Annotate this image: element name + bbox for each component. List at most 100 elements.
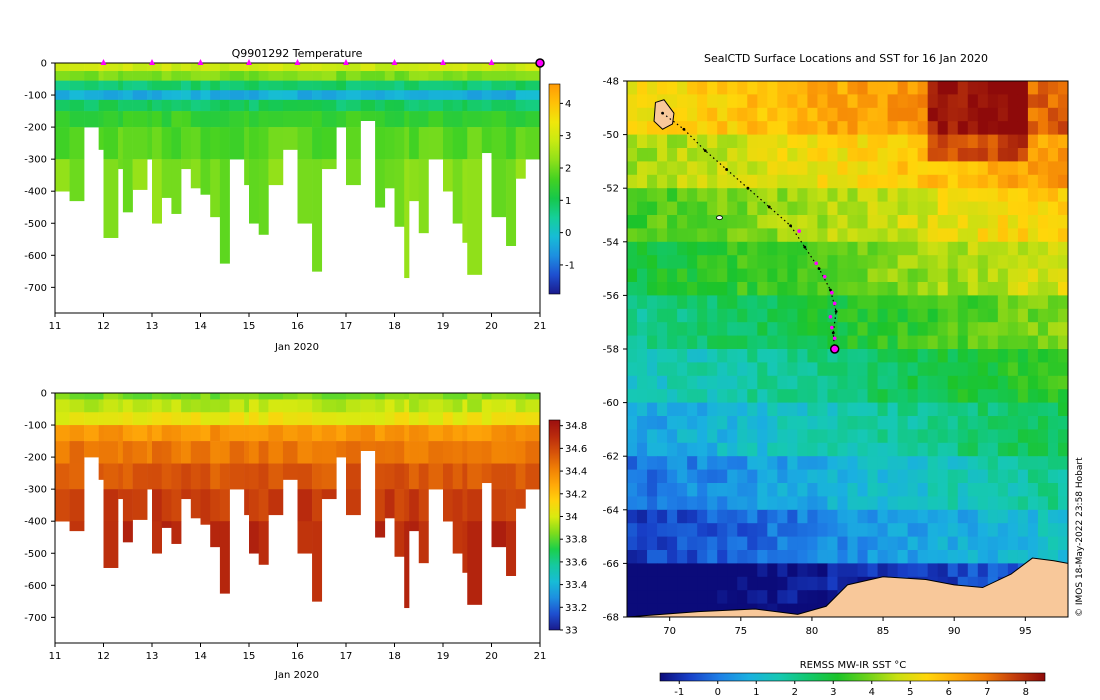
temperature-cell [171, 63, 182, 72]
sst-cell [787, 282, 798, 296]
salinity-cell [219, 521, 230, 594]
sst-cell [777, 94, 788, 109]
temperature-cell [452, 99, 463, 112]
sst-cell [807, 282, 819, 296]
sst-cell [737, 121, 748, 136]
sst-cell [697, 375, 708, 390]
sst-cell [1017, 402, 1029, 417]
salinity-cell [190, 489, 201, 519]
temperature-cell [384, 80, 395, 91]
sst-cell [1007, 335, 1019, 350]
sst-cell [897, 295, 909, 310]
sst-cell [867, 429, 879, 444]
sst-cell [1057, 148, 1068, 162]
salinity-cell [452, 393, 463, 400]
salinity-cell [467, 412, 483, 426]
sst-cell [1037, 188, 1049, 203]
salinity-cell [491, 463, 507, 490]
lat-tick-label: -66 [603, 559, 619, 570]
salinity-cell [122, 393, 133, 400]
sst-colorbar-tick-label: 8 [1023, 687, 1029, 698]
sst-cell [707, 215, 718, 229]
sst-cell [1047, 523, 1059, 538]
lat-tick-label: -60 [603, 398, 619, 409]
temperature-cell [462, 71, 468, 81]
salinity-cell [346, 393, 361, 400]
sst-cell [847, 509, 859, 524]
sst-cell [917, 442, 929, 457]
sst-cell [757, 416, 768, 430]
sst-cell [897, 362, 909, 377]
profile-location [822, 274, 827, 279]
salinity-cell [443, 441, 453, 464]
salinity-cell [462, 412, 468, 426]
temperature-cell [249, 99, 259, 112]
sst-cell [1037, 496, 1049, 511]
sst-cell [967, 335, 979, 350]
sst-cell [867, 349, 879, 363]
temperature-cell [258, 63, 269, 72]
salinity-cell [249, 521, 259, 554]
salinity-cell [181, 441, 192, 464]
sst-cell [757, 523, 768, 538]
sst-cell [887, 201, 899, 216]
sst-cell [707, 94, 718, 109]
sst-cell [807, 81, 819, 95]
salinity-cell [467, 489, 483, 522]
imos-credit: © IMOS 18-May-2022 23:58 Hobart [1075, 457, 1085, 617]
temperature-cell [428, 127, 444, 160]
sst-cell [847, 349, 859, 363]
temperature-cell [219, 63, 230, 72]
sst-cell [627, 81, 638, 95]
sst-cell [947, 268, 959, 283]
temperature-cell [452, 159, 463, 224]
y-tick-label: 0 [41, 389, 47, 400]
sst-cell [797, 295, 809, 310]
sst-cell [957, 228, 969, 243]
sst-cell [877, 241, 889, 256]
colorbar-tick-label: 33 [565, 626, 578, 637]
temperature-cell [132, 80, 148, 91]
salinity-cell [312, 425, 323, 442]
sst-cell [717, 375, 728, 390]
salinity-cell [161, 463, 172, 490]
salinity-cell [229, 425, 245, 442]
sst-cell [917, 241, 929, 256]
sst-cell [827, 590, 839, 605]
sst-cell [747, 429, 758, 444]
temperature-cell [515, 111, 526, 128]
sst-cell [647, 215, 658, 229]
temperature-plot-area [55, 63, 540, 279]
salinity-cell [161, 399, 172, 413]
sst-cell [627, 416, 638, 430]
temperature-cell [268, 99, 284, 112]
sst-cell [707, 268, 718, 283]
sst-cell [767, 429, 778, 444]
sst-cell [947, 161, 959, 176]
sst-cell [787, 416, 798, 430]
salinity-cell [409, 425, 420, 442]
sst-cell [677, 496, 688, 511]
sst-cell [727, 161, 738, 176]
lon-tick-label: 75 [734, 626, 747, 637]
temperature-cell [219, 71, 230, 81]
sst-cell [627, 134, 638, 149]
sst-cell [647, 483, 658, 497]
salinity-cell [346, 412, 361, 426]
sst-cell [707, 228, 718, 243]
sst-cell [877, 335, 889, 350]
sst-cell [887, 322, 899, 337]
sst-cell [827, 94, 839, 109]
temperature-cell [336, 90, 347, 101]
salinity-cell [249, 441, 259, 464]
sst-cell [877, 402, 889, 417]
salinity-cell [258, 425, 269, 442]
sst-cell [867, 550, 879, 564]
sst-cell [997, 416, 1009, 430]
sst-cell [777, 295, 788, 310]
sst-cell [807, 322, 819, 337]
temperature-cell [481, 80, 492, 91]
sst-cell [757, 215, 768, 229]
sst-cell [837, 161, 849, 176]
sst-cell [727, 228, 738, 243]
